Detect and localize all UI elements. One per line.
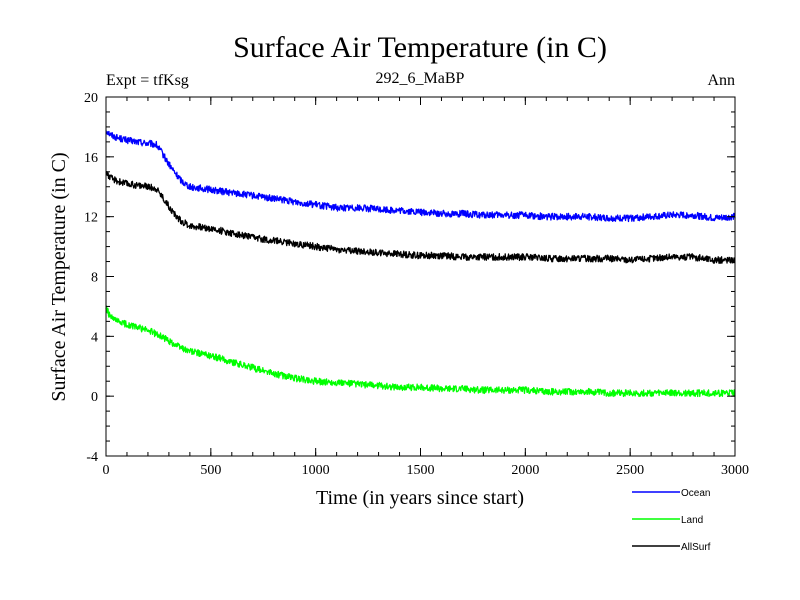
x-tick-label: 1500 [407, 463, 435, 478]
x-tick-label: 500 [200, 463, 221, 478]
x-tick-label: 2500 [616, 463, 644, 478]
y-tick-label: 8 [91, 271, 98, 286]
y-tick-label: 20 [84, 91, 98, 106]
subtitle-center: 292_6_MaBP [376, 70, 465, 87]
y-tick-label: -4 [86, 450, 98, 465]
x-axis-label: Time (in years since start) [316, 487, 524, 509]
series-line-allsurf [105, 171, 736, 265]
plot-frame [105, 96, 736, 457]
x-tick-label: 1000 [302, 463, 330, 478]
x-tick-label: 0 [103, 463, 110, 478]
legend-label-land: Land [681, 515, 703, 526]
x-tick-label: 2000 [511, 463, 539, 478]
y-tick-label: 0 [91, 390, 98, 405]
y-tick-label: 16 [84, 151, 98, 166]
y-tick-label: 4 [91, 330, 98, 345]
legend-label-ocean: Ocean [681, 488, 710, 499]
subtitle-left: Expt = tfKsg [106, 72, 189, 89]
legend: Ocean Land AllSurf [632, 488, 711, 553]
chart-title: Surface Air Temperature (in C) [233, 31, 607, 64]
series-line-land [105, 305, 736, 398]
series-line-ocean [105, 130, 736, 223]
series-layer [105, 130, 736, 398]
subtitle-right: Ann [707, 72, 735, 89]
y-axis-label: Surface Air Temperature (in C) [48, 152, 70, 401]
y-tick-label: 12 [84, 211, 98, 226]
x-tick-label: 3000 [721, 463, 749, 478]
legend-label-allsurf: AllSurf [681, 542, 711, 553]
ticks-layer: 0 500 1000 1500 2000 2500 3000 -4 0 4 8 12 16 20 [84, 91, 749, 478]
